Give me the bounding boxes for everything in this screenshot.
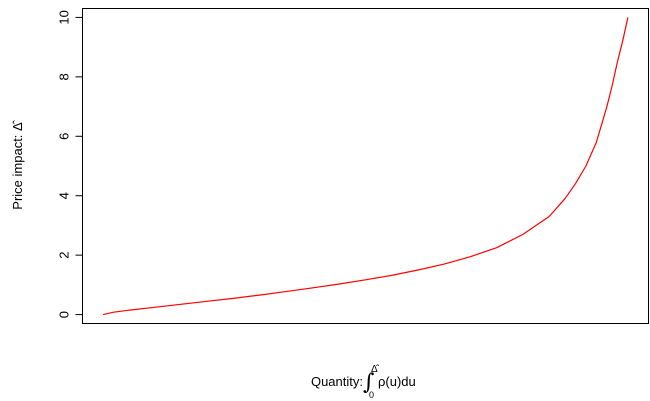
- x-axis-label-integral-sign: ∫: [363, 370, 375, 395]
- x-axis-label-prefix: Quantity:: [311, 374, 363, 389]
- y-tick-label-6: 6: [57, 133, 72, 140]
- y-tick-label-4: 4: [57, 192, 72, 199]
- y-tick-label-8: 8: [57, 73, 72, 80]
- x-axis-label-upper-limit: Δ̂: [371, 363, 380, 375]
- series-line-0: [102, 17, 629, 316]
- series-layer: [102, 17, 629, 316]
- y-axis: 0 2 4 6 8 10: [57, 10, 83, 318]
- y-axis-label-prefix: Price impact:: [10, 131, 25, 210]
- x-axis-label-integrand: ρ(u)du: [378, 374, 416, 389]
- y-axis-label: Price impact: Δ̂: [10, 119, 25, 209]
- y-tick-label-2: 2: [57, 252, 72, 259]
- y-tick-label-0: 0: [57, 311, 72, 318]
- x-axis-label: Quantity: ∫ Δ̂ 0 ρ(u)du: [311, 363, 416, 400]
- y-axis-label-symbol: Δ̂: [10, 119, 25, 131]
- x-axis-label-lower-limit: 0: [369, 390, 374, 400]
- y-tick-label-10: 10: [57, 10, 72, 24]
